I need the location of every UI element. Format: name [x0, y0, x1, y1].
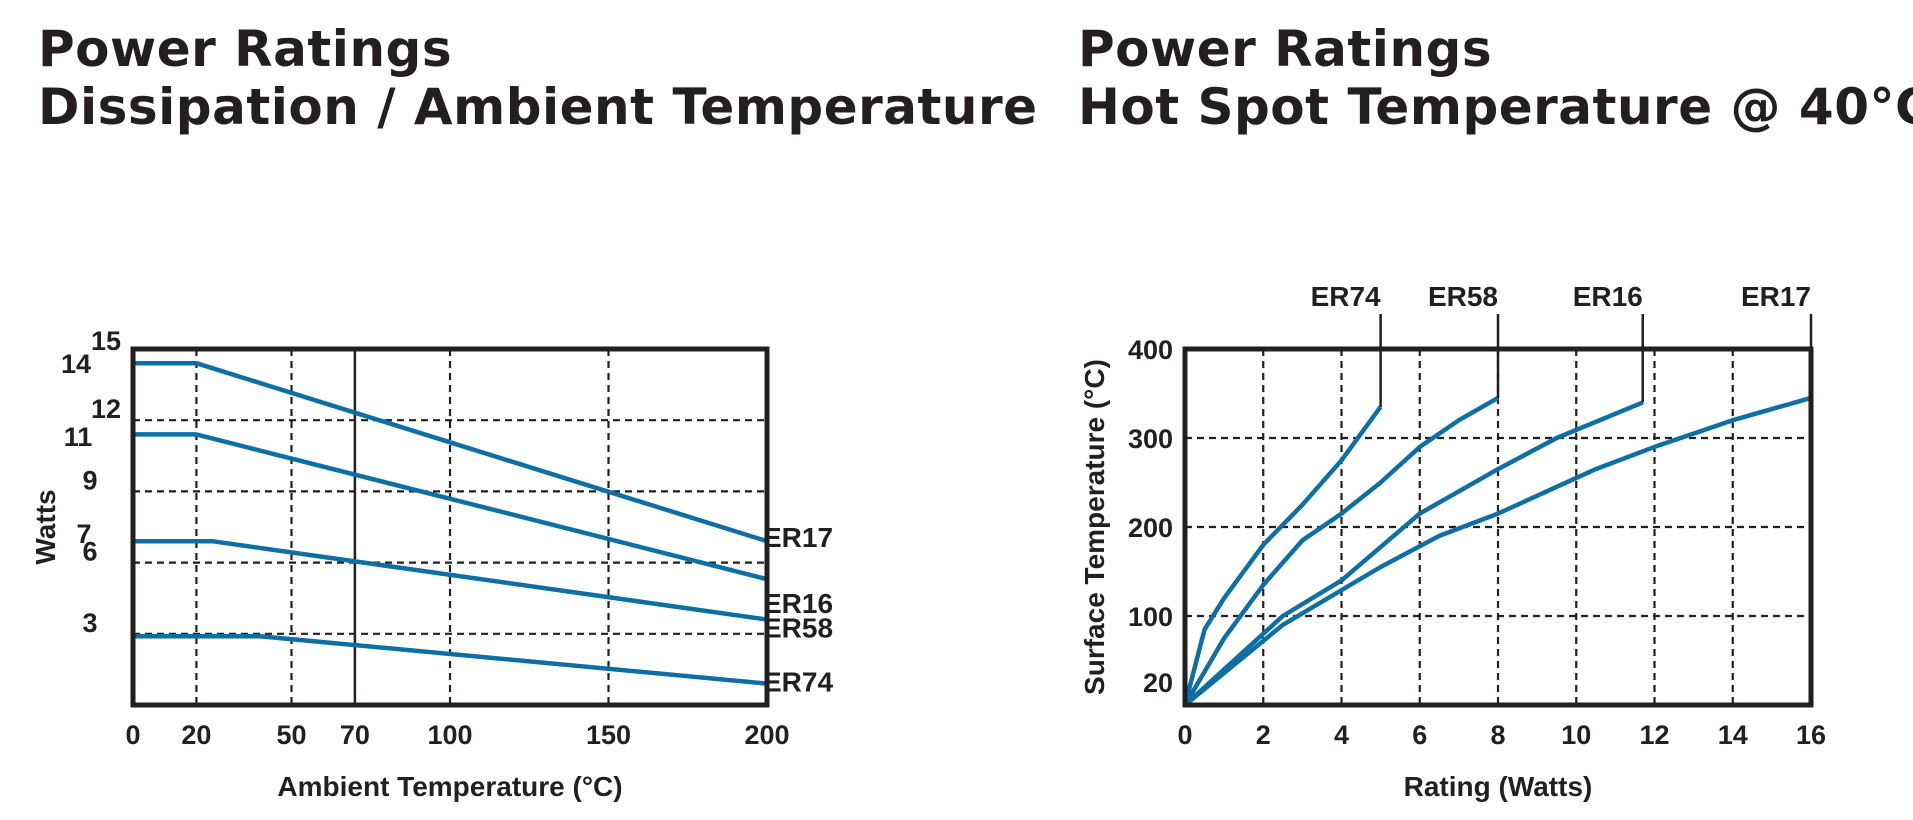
left-x-tick-label: 0 [125, 720, 140, 750]
right-x-tick-label: 10 [1561, 720, 1591, 750]
series-label-er16: ER16 [763, 588, 833, 619]
left-x-tick-label: 100 [427, 720, 472, 750]
right-heading-line1: Power Ratings [1078, 20, 1493, 78]
series-line-er58 [133, 538, 768, 622]
left-chart-heading: Power Ratings Dissipation / Ambient Temp… [38, 20, 1038, 136]
series-line-er74 [133, 633, 768, 686]
left-x-axis-title: Ambient Temperature (°C) [277, 771, 622, 802]
series-line-er16 [1183, 400, 1644, 707]
series-line-er58 [1183, 395, 1500, 707]
right-y-axis-title: Surface Temperature (°C) [1079, 359, 1110, 695]
left-y-tick-label: 9 [82, 465, 97, 495]
left-y-axis-title: Watts [30, 489, 61, 564]
right-x-tick-label: 4 [1334, 720, 1349, 750]
series-label-er74: ER74 [763, 667, 833, 698]
series-line-er17 [1183, 395, 1812, 707]
left-y-tick-label: 12 [91, 394, 121, 424]
series-label-er58: ER58 [763, 613, 833, 644]
right-chart-heading: Power Ratings Hot Spot Temperature @ 40°… [1078, 20, 1913, 136]
left-y-extra-label: 14 [61, 349, 91, 379]
right-x-tick-label: 2 [1256, 720, 1271, 750]
right-y-tick-label: 300 [1128, 424, 1173, 454]
right-heading-line2: Hot Spot Temperature @ 40°C [1078, 78, 1913, 136]
right-x-tick-label: 0 [1177, 720, 1192, 750]
left-y-extra-label: 11 [64, 422, 93, 452]
left-y-tick-label: 3 [82, 608, 97, 638]
right-x-tick-label: 6 [1412, 720, 1427, 750]
left-x-tick-label: 150 [586, 720, 631, 750]
series-label-er74: ER74 [1311, 281, 1381, 312]
series-label-er17: ER17 [763, 522, 833, 553]
left-y-extra-label: 7 [76, 519, 91, 549]
right-y-tick-label: 400 [1128, 335, 1173, 365]
right-x-axis-title: Rating (Watts) [1404, 771, 1593, 802]
series-line-er17 [133, 360, 768, 544]
left-x-tick-label: 200 [744, 720, 789, 750]
left-x-tick-label: 50 [276, 720, 306, 750]
series-label-er58: ER58 [1428, 281, 1498, 312]
left-y-tick-label: 15 [91, 326, 121, 356]
series-label-er16: ER16 [1573, 281, 1643, 312]
right-x-tick-label: 12 [1639, 720, 1669, 750]
right-y-tick-label: 200 [1128, 513, 1173, 543]
left-heading-line1: Power Ratings [38, 20, 453, 78]
series-label-er17: ER17 [1741, 281, 1811, 312]
right-y-tick-label: 20 [1143, 668, 1173, 698]
left-y-tick-label: 6 [82, 537, 97, 567]
series-line-er16 [133, 432, 768, 582]
right-x-tick-label: 16 [1796, 720, 1826, 750]
right-x-tick-label: 8 [1490, 720, 1505, 750]
left-x-tick-label: 70 [340, 720, 370, 750]
right-y-tick-label: 100 [1128, 602, 1173, 632]
left-heading-line2: Dissipation / Ambient Temperature [38, 78, 1038, 136]
series-line-er74 [1182, 405, 1383, 706]
left-x-tick-label: 20 [181, 720, 211, 750]
left-plot-frame [130, 346, 770, 708]
right-x-tick-label: 14 [1718, 720, 1748, 750]
